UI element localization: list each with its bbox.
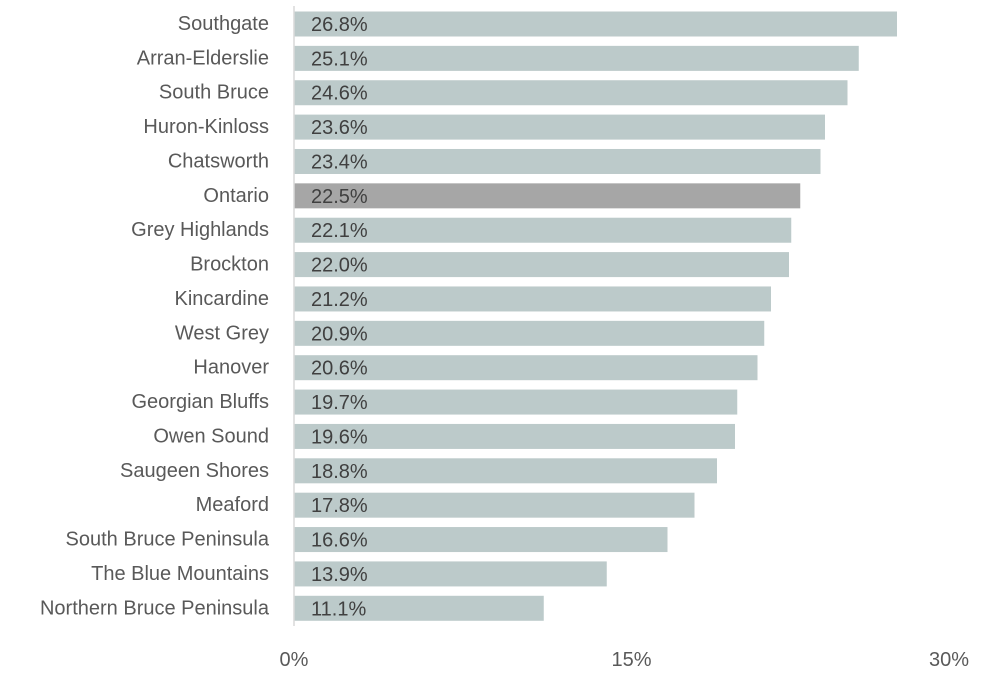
value-label: 17.8%: [311, 495, 368, 517]
bar-hanover: [294, 355, 758, 381]
value-label: 25.1%: [311, 48, 368, 70]
value-label: 22.0%: [311, 255, 368, 277]
bar-west-grey: [294, 320, 765, 346]
bar-ontario: [294, 183, 801, 209]
category-label: South Bruce Peninsula: [66, 529, 270, 551]
category-label: Northern Bruce Peninsula: [40, 597, 270, 619]
bar-south-bruce-peninsula: [294, 527, 668, 553]
category-label: Arran-Elderslie: [137, 47, 269, 69]
bar-northern-bruce-peninsula: [294, 595, 544, 621]
category-label: Brockton: [190, 254, 269, 276]
bar-meaford: [294, 492, 695, 518]
x-tick-label: 0%: [280, 649, 309, 671]
category-label: Ontario: [203, 185, 269, 207]
value-label: 23.6%: [311, 117, 368, 139]
bar-huron-kinloss: [294, 114, 825, 140]
category-label: Grey Highlands: [131, 219, 269, 241]
value-label: 18.8%: [311, 461, 368, 483]
value-label: 16.6%: [311, 530, 368, 552]
category-label: Southgate: [178, 13, 269, 35]
category-label: Owen Sound: [153, 425, 269, 447]
category-label: Meaford: [196, 494, 269, 516]
bar-arran-elderslie: [294, 45, 859, 71]
category-labels: Southgate Arran-Elderslie South Bruce Huron…: [40, 13, 270, 619]
value-label: 19.7%: [311, 392, 368, 414]
bar-grey-highlands: [294, 217, 792, 243]
category-label: West Grey: [175, 322, 269, 344]
bar-owen-sound: [294, 423, 735, 449]
value-label: 11.1%: [311, 598, 366, 620]
value-label: 21.2%: [311, 289, 368, 311]
value-label: 23.4%: [311, 151, 368, 173]
category-label: Georgian Bluffs: [132, 391, 270, 413]
bar-georgian-bluffs: [294, 389, 738, 415]
value-label: 19.6%: [311, 426, 368, 448]
value-label: 13.9%: [311, 564, 368, 586]
category-label: The Blue Mountains: [91, 563, 269, 585]
category-label: Saugeen Shores: [120, 460, 269, 482]
value-label: 24.6%: [311, 83, 368, 105]
value-label: 20.9%: [311, 323, 368, 345]
x-tick-labels: 0% 15% 30%: [280, 649, 970, 671]
bar-brockton: [294, 252, 789, 278]
bar-saugeen-shores: [294, 458, 717, 484]
bar-south-bruce: [294, 80, 848, 106]
value-label: 26.8%: [311, 14, 368, 36]
category-label: Hanover: [193, 357, 269, 379]
x-tick-label: 15%: [611, 649, 651, 671]
value-label: 22.1%: [311, 220, 368, 242]
bar-kincardine: [294, 286, 771, 312]
bar-chatsworth: [294, 148, 821, 174]
x-tick-label: 30%: [929, 649, 969, 671]
bar-southgate: [294, 11, 897, 37]
bar-the-blue-mountains: [294, 561, 607, 587]
value-label: 20.6%: [311, 358, 368, 380]
bars-group: [294, 11, 897, 621]
category-label: Kincardine: [174, 288, 269, 310]
value-label: 22.5%: [311, 186, 368, 208]
category-label: Huron-Kinloss: [143, 116, 269, 138]
category-label: South Bruce: [159, 82, 269, 104]
value-labels: 26.8% 25.1% 24.6% 23.6% 23.4% 22.5% 22.1% 22.0%…: [311, 14, 368, 620]
category-label: Chatsworth: [168, 150, 269, 172]
